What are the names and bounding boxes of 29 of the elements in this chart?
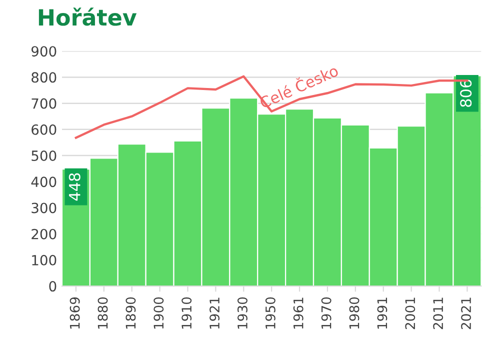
y-tick-label: 400 bbox=[31, 176, 56, 188]
x-tick-label: 1921 bbox=[210, 298, 220, 329]
x-tick-label: 1980 bbox=[349, 297, 360, 329]
x-tick-label: 2011 bbox=[433, 298, 444, 330]
data-label: 806 bbox=[460, 80, 472, 107]
x-tick-label: 1890 bbox=[126, 297, 136, 329]
y-tick-label: 600 bbox=[32, 124, 56, 135]
y-tick-label: 700 bbox=[32, 98, 56, 109]
y-tick-label: 900 bbox=[31, 46, 56, 57]
x-tick-label: 1970 bbox=[321, 297, 332, 329]
data-label: 448 bbox=[68, 173, 80, 201]
x-tick-label: 1930 bbox=[237, 297, 248, 329]
x-tick-label: 2001 bbox=[405, 298, 416, 330]
y-tick-label: 0 bbox=[49, 281, 56, 292]
x-tick-label: 1880 bbox=[98, 297, 108, 329]
y-tick-label: 300 bbox=[32, 202, 56, 214]
x-tick-label: 2021 bbox=[461, 298, 472, 330]
x-tick-label: 1869 bbox=[70, 297, 80, 329]
x-tick-label: 1961 bbox=[293, 298, 304, 329]
x-tick-label: 1900 bbox=[154, 297, 164, 329]
x-tick-label: 1991 bbox=[377, 298, 388, 329]
y-tick-label: 200 bbox=[32, 228, 56, 240]
y-tick-label: 100 bbox=[32, 254, 56, 266]
text: Celé Česko bbox=[258, 62, 340, 109]
x-tick-label: 1950 bbox=[265, 297, 276, 329]
x-tick-label: 1910 bbox=[182, 297, 192, 329]
y-tick-label: 500 bbox=[32, 150, 56, 162]
chart-title: Hořátev bbox=[38, 8, 137, 26]
y-tick-label: 800 bbox=[32, 72, 56, 83]
